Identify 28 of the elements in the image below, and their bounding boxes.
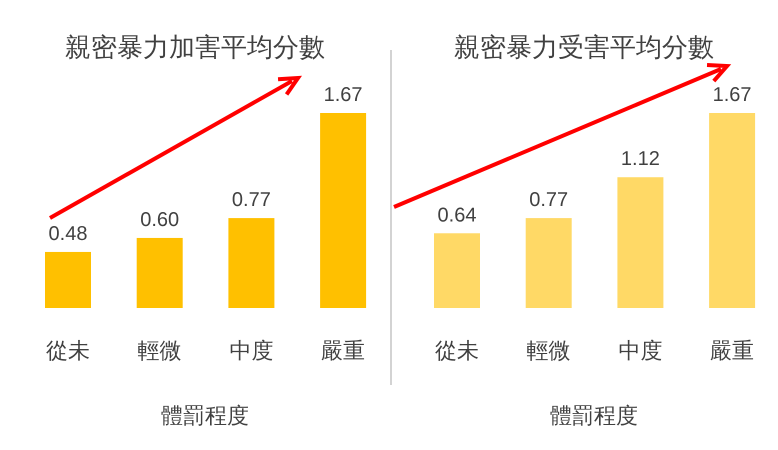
data-label: 0.64: [438, 204, 476, 226]
bar: [434, 233, 480, 308]
bar: [45, 252, 91, 308]
bar: [136, 238, 183, 308]
data-label: 0.48: [48, 222, 88, 245]
data-label: 1.12: [620, 148, 660, 170]
bar: [228, 218, 274, 308]
bar: [709, 113, 756, 308]
x-tick-label: 嚴重: [321, 338, 366, 363]
x-tick-label: 輕微: [138, 338, 182, 363]
x-tick-label: 中度: [618, 338, 662, 363]
data-label: 1.67: [324, 84, 363, 106]
data-label: 0.77: [529, 189, 568, 212]
data-label: 0.60: [140, 208, 180, 231]
x-tick-label: 嚴重: [710, 338, 754, 363]
x-tick-label: 輕微: [526, 338, 571, 363]
data-label: 0.77: [232, 189, 271, 212]
data-label: 1.67: [712, 84, 752, 106]
chart-title: 親密暴力加害平均分數: [65, 32, 325, 62]
x-tick-label: 從未: [46, 338, 90, 363]
x-tick-label: 從未: [435, 338, 479, 363]
chart-title: 親密暴力受害平均分數: [454, 32, 714, 62]
x-axis-title: 體罰程度: [550, 403, 638, 428]
x-tick-label: 中度: [229, 338, 274, 363]
bar: [526, 218, 572, 308]
bar: [320, 113, 366, 308]
bar: [617, 177, 664, 308]
x-axis-title: 體罰程度: [161, 403, 249, 428]
